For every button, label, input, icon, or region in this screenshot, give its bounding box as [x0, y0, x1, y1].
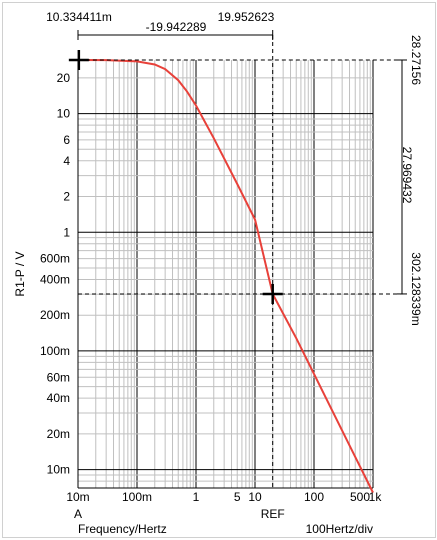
- x-div-label: 100Hertz/div: [306, 522, 373, 536]
- x-tick-label: 100: [304, 490, 324, 504]
- y-tick-label: 1: [63, 225, 70, 239]
- cursor-a-crosshair: [68, 50, 89, 70]
- cursor-ref-y-readout: 302.128339m: [409, 252, 423, 325]
- x-tick-label: 5: [234, 490, 241, 504]
- y-axis-title: R1-P / V: [13, 251, 27, 296]
- y-tick-label: 4: [63, 154, 70, 168]
- cursor-a-y-readout: 28.27156: [409, 35, 423, 85]
- delta-x-readout: -19.942289: [146, 20, 207, 34]
- y-tick-label: 200m: [40, 308, 70, 322]
- x-tick-label: 500: [350, 490, 370, 504]
- cursor-ref-marker-label: REF: [261, 507, 285, 521]
- cursor-ref-crosshair: [262, 283, 283, 304]
- grid: [77, 60, 374, 489]
- cursor-ref-x-readout: 19.952623: [218, 10, 275, 24]
- y-tick-label: 6: [63, 133, 70, 147]
- cursor-a-x-readout: 10.334411m: [46, 10, 112, 24]
- y-tick-label: 10: [57, 107, 71, 121]
- cursor-group: [68, 30, 407, 488]
- y-tick-label: 40m: [47, 391, 70, 405]
- cursor-a-marker-label: A: [74, 507, 82, 521]
- y-tick-label: 20m: [47, 427, 70, 441]
- y-tick-label: 100m: [40, 344, 70, 358]
- y-tick-label: 2: [63, 190, 70, 204]
- magnitude-curve: [77, 59, 374, 494]
- x-tick-label: 10: [248, 490, 262, 504]
- labels-group: 20 10 6 4 2 1 600m 400m 200m 100m 60m 40m 20m 10m 10m 1…: [13, 10, 423, 536]
- magnitude-curve-group: [77, 59, 374, 494]
- y-tick-label: 10m: [47, 463, 70, 477]
- y-tick-label: 60m: [47, 370, 70, 384]
- x-tick-label: 1: [193, 490, 200, 504]
- x-tick-label: 1k: [369, 490, 383, 504]
- y-tick-label: 20: [57, 71, 71, 85]
- x-axis-title: Frequency/Hertz: [78, 522, 167, 536]
- delta-y-readout: 27.969432: [400, 147, 414, 204]
- x-tick-label: 10m: [66, 490, 89, 504]
- x-tick-label: 100m: [122, 490, 152, 504]
- y-tick-label: 400m: [40, 272, 70, 286]
- y-tick-label: 600m: [40, 252, 70, 266]
